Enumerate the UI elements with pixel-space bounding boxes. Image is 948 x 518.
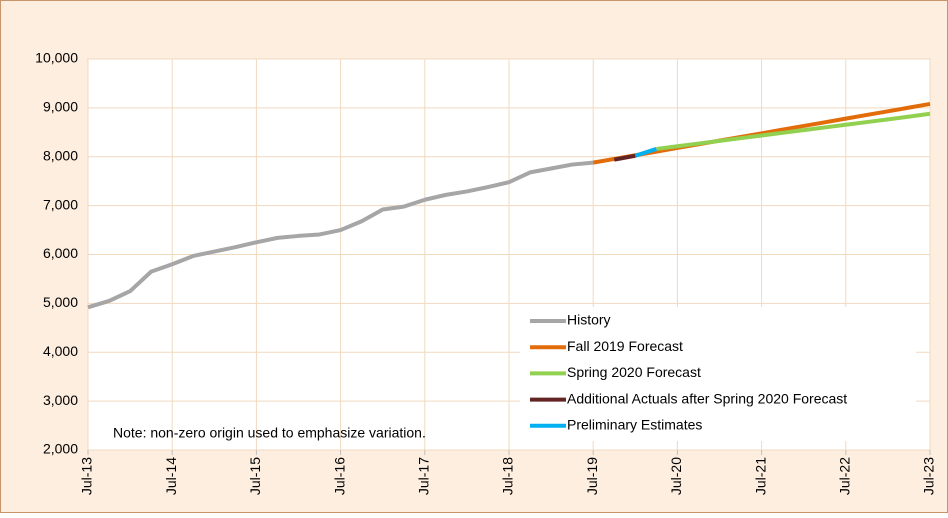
legend-label: Additional Actuals after Spring 2020 For… [567,390,847,406]
x-tick-label: Jul-16 [331,457,347,495]
y-tick-label: 8,000 [43,147,78,163]
y-tick-label: 4,000 [43,343,78,359]
legend-box [520,307,916,441]
y-tick-label: 3,000 [43,392,78,408]
x-tick-label: Jul-23 [921,457,937,495]
y-tick-label: 7,000 [43,196,78,212]
x-tick-label: Jul-17 [416,457,432,495]
legend-label: Spring 2020 Forecast [567,364,701,380]
series-line [656,111,931,151]
legend-label: Preliminary Estimates [567,417,702,433]
x-tick-label: Jul-18 [500,457,516,495]
x-tick-label: Jul-14 [163,457,179,495]
x-tick-label: Jul-19 [584,457,600,495]
y-tick-label: 10,000 [35,50,78,66]
y-tick-label: 9,000 [43,99,78,115]
y-tick-label: 6,000 [43,245,78,261]
series-line [613,153,636,162]
x-tick-label: Jul-20 [668,457,684,495]
legend-label: History [567,312,611,328]
legend-label: Fall 2019 Forecast [567,338,683,354]
x-tick-label: Jul-21 [752,457,768,495]
y-tick-label: 2,000 [43,441,78,457]
series-line [87,160,594,310]
series-line [634,147,657,158]
y-tick-label: 5,000 [43,294,78,310]
x-tick-label: Jul-22 [837,457,853,495]
x-tick-label: Jul-13 [79,457,95,495]
x-tick-label: Jul-15 [247,457,263,495]
annotation: Note: non-zero origin used to emphasize … [113,425,426,441]
